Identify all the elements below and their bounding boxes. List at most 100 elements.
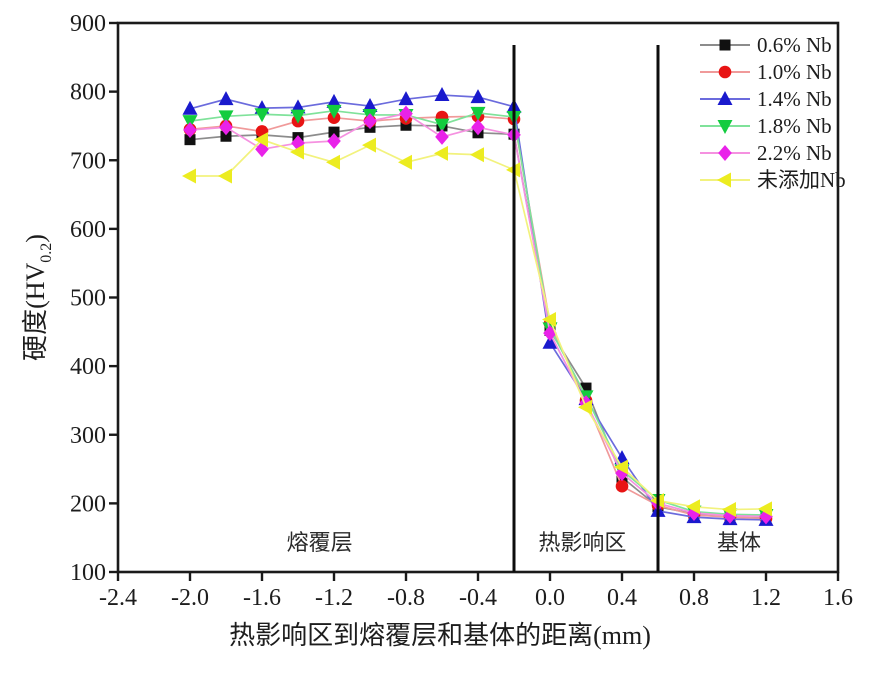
data-point [434, 118, 450, 133]
y-tick-label: 100 [70, 560, 106, 586]
legend-label: 1.8% Nb [757, 114, 832, 138]
data-point [615, 465, 629, 482]
legend-item-5: 未添加Nb [700, 168, 846, 192]
data-point [400, 119, 412, 131]
data-point [254, 108, 270, 123]
x-tick-label: -2.4 [99, 585, 137, 611]
legend-item-3: 1.8% Nb [700, 114, 832, 138]
data-point [434, 145, 448, 161]
data-point [434, 87, 450, 102]
x-axis-label: 热影响区到熔覆层和基体的距离(mm) [229, 621, 651, 650]
series-0 [184, 119, 772, 523]
legend-label: 未添加Nb [757, 168, 846, 192]
data-point [543, 325, 557, 342]
y-tick-label: 800 [70, 80, 106, 106]
y-tick-label: 400 [70, 354, 106, 380]
data-point [614, 459, 628, 475]
data-point [542, 334, 558, 349]
x-tick-label: 0.0 [535, 585, 565, 611]
data-point [542, 311, 556, 327]
series-5 [182, 132, 772, 518]
data-point [686, 499, 700, 515]
series-3 [182, 104, 774, 524]
data-point [182, 100, 198, 115]
data-point [362, 137, 376, 153]
region-label: 热影响区 [538, 530, 626, 555]
series-line-3 [189, 109, 767, 516]
y-tick-label: 900 [70, 11, 106, 37]
data-point [687, 504, 701, 521]
y-tick-label: 300 [70, 423, 106, 449]
x-tick-label: -1.6 [243, 585, 281, 611]
legend-item-4: 2.2% Nb [700, 141, 832, 165]
data-point [183, 122, 197, 139]
data-point [254, 132, 268, 148]
data-point [363, 113, 377, 130]
legend-label: 1.4% Nb [757, 87, 832, 111]
data-point [470, 147, 484, 163]
legend-item-2: 1.4% Nb [700, 87, 832, 111]
x-tick-label: -0.4 [459, 585, 497, 611]
data-point [470, 106, 486, 121]
data-point [580, 382, 592, 394]
data-point [578, 399, 592, 415]
series-line-1 [189, 115, 767, 520]
data-point [220, 130, 232, 142]
data-point [398, 91, 414, 106]
y-tick-label: 600 [70, 217, 106, 243]
legend-item-1: 1.0% Nb [700, 60, 832, 84]
legend-item-0: 0.6% Nb [700, 33, 832, 57]
y-tick-label: 500 [70, 286, 106, 312]
data-point [326, 154, 340, 170]
data-point [758, 501, 772, 517]
legend: 0.6% Nb 1.0% Nb 1.4% Nb 1.8% Nb 2.2% Nb 未添加Nb [700, 33, 846, 192]
data-point [470, 89, 486, 104]
legend-marker [718, 145, 732, 161]
data-point [399, 105, 413, 122]
series-4 [183, 105, 773, 525]
data-point [471, 119, 485, 136]
region-label: 基体 [717, 530, 761, 555]
series-line-0 [189, 124, 767, 518]
x-tick-label: -0.8 [387, 585, 425, 611]
data-point [615, 479, 629, 493]
legend-marker [717, 120, 733, 134]
data-point [398, 154, 412, 170]
series-line-4 [189, 112, 767, 518]
data-point [362, 98, 378, 113]
legend-label: 0.6% Nb [757, 33, 832, 57]
data-point [218, 168, 232, 184]
plot-border [116, 21, 840, 574]
legend-marker [717, 172, 731, 188]
legend-marker [719, 39, 731, 51]
data-point [326, 104, 342, 119]
y-axis-label: 硬度(HV0.2) [21, 234, 55, 361]
data-point [722, 502, 736, 518]
data-point [328, 126, 340, 138]
data-point [182, 168, 196, 184]
x-tick-label: -2.0 [171, 585, 209, 611]
series-1 [183, 110, 773, 525]
legend-marker [718, 65, 732, 79]
x-tick-label: -1.2 [315, 585, 353, 611]
legend-label: 1.0% Nb [757, 60, 832, 84]
data-point [290, 144, 304, 160]
axes-ticks: -2.4 -2.0 -1.6 -1.2 -0.8 -0.4 0.0 0.4 0.8 1.2 1.6 1… [70, 11, 853, 611]
data-point [435, 128, 449, 145]
legend-label: 2.2% Nb [757, 141, 832, 165]
data-point [327, 133, 341, 150]
region-label: 熔覆层 [287, 530, 353, 555]
y-tick-label: 200 [70, 491, 106, 517]
data-point [326, 93, 342, 108]
x-tick-label: 0.4 [607, 585, 637, 611]
data-point [290, 109, 306, 124]
legend-marker [717, 91, 733, 105]
data-point [759, 508, 773, 525]
x-tick-label: 0.8 [679, 585, 709, 611]
x-tick-label: 1.6 [823, 585, 853, 611]
series-line-5 [190, 138, 767, 511]
x-tick-label: 1.2 [751, 585, 781, 611]
data-point [218, 91, 234, 106]
